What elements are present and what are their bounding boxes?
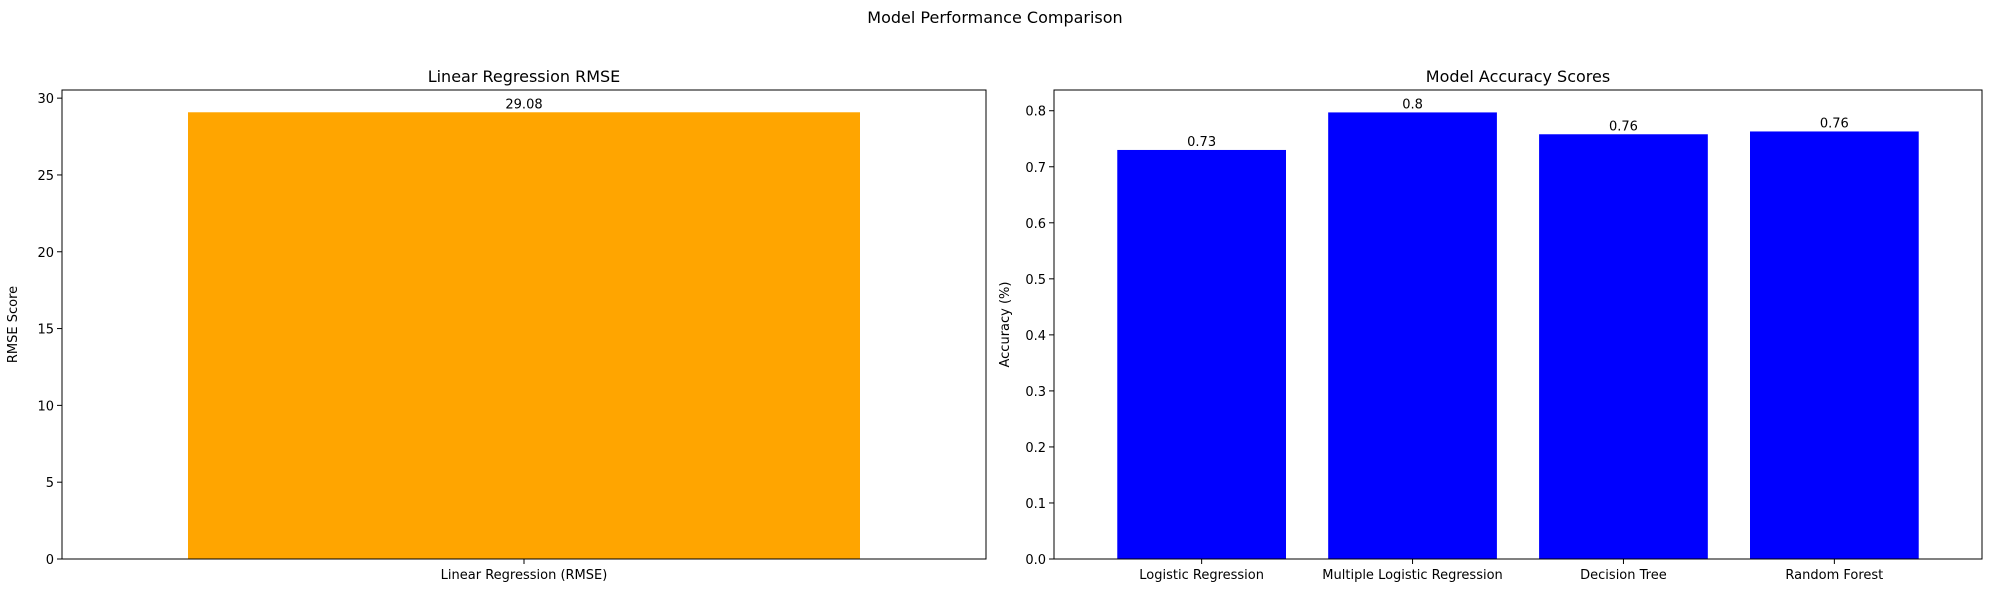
x-tick-label: Linear Regression (RMSE) <box>441 568 608 583</box>
bar-multiple-logistic-regression <box>1328 112 1497 559</box>
axes-frame <box>61 89 987 560</box>
y-tick-label: 0.1 <box>1025 497 1046 512</box>
data-label: 29.08 <box>505 97 542 112</box>
bar-decision-tree <box>1539 134 1708 560</box>
axes-frame <box>1053 89 1983 560</box>
y-tick-label: 0.2 <box>1025 441 1046 456</box>
y-tick-label: 0.8 <box>1025 105 1046 120</box>
figure-title: Model Performance Comparison <box>867 8 1122 27</box>
x-tick-label: Logistic Regression <box>1139 568 1264 583</box>
y-tick-label: 20 <box>37 246 54 261</box>
data-label: 0.76 <box>1609 119 1638 134</box>
x-tick-label: Multiple Logistic Regression <box>1322 568 1502 583</box>
y-tick-label: 15 <box>37 323 54 338</box>
y-tick-label: 0 <box>46 553 54 568</box>
x-tick-label: Decision Tree <box>1580 568 1667 583</box>
chart-title: Model Accuracy Scores <box>1426 67 1610 86</box>
bar-linear-regression-rmse <box>188 112 860 559</box>
y-tick-label: 0.7 <box>1025 161 1046 176</box>
bar-logistic-regression <box>1117 149 1286 559</box>
x-tick-label: Random Forest <box>1785 568 1883 583</box>
y-axis-label: RMSE Score <box>6 286 21 363</box>
chart-title: Linear Regression RMSE <box>428 67 621 86</box>
y-tick-label: 0.6 <box>1025 217 1046 232</box>
y-tick-label: 0.4 <box>1025 329 1046 344</box>
y-axis-label: Accuracy (%) <box>998 282 1013 368</box>
y-tick-label: 10 <box>37 399 54 414</box>
y-tick-label: 0.5 <box>1025 273 1046 288</box>
y-tick-label: 0.0 <box>1025 553 1046 568</box>
y-tick-label: 5 <box>46 476 54 491</box>
data-label: 0.73 <box>1187 135 1216 150</box>
y-tick-label: 0.3 <box>1025 385 1046 400</box>
bar-random-forest <box>1750 131 1919 559</box>
data-label: 0.76 <box>1820 116 1849 131</box>
y-tick-label: 25 <box>37 169 54 184</box>
y-tick-label: 30 <box>37 92 54 107</box>
data-label: 0.8 <box>1402 97 1423 112</box>
